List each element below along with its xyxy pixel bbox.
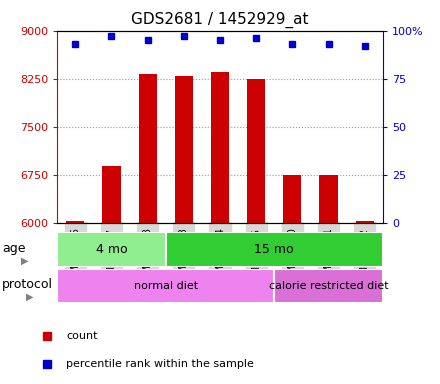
Bar [103,166,121,223]
Bar [166,232,383,267]
Bar [175,76,193,223]
Bar [139,74,157,223]
Bar [211,72,229,223]
Bar [66,222,84,223]
Bar [247,79,265,223]
Text: ▶: ▶ [26,291,34,301]
Text: normal diet: normal diet [134,281,198,291]
Text: age: age [2,242,26,255]
Bar [319,175,337,223]
Bar [57,232,166,267]
Text: count: count [66,331,98,341]
Text: percentile rank within the sample: percentile rank within the sample [66,359,254,369]
Bar [283,175,301,223]
Text: ▶: ▶ [21,255,29,265]
Text: 4 mo: 4 mo [95,243,127,256]
Text: calorie restricted diet: calorie restricted diet [269,281,389,291]
Bar [274,269,383,303]
Text: protocol: protocol [2,278,53,291]
Bar [57,269,274,303]
Text: 15 mo: 15 mo [254,243,294,256]
Bar [356,222,374,223]
Title: GDS2681 / 1452929_at: GDS2681 / 1452929_at [131,12,309,28]
